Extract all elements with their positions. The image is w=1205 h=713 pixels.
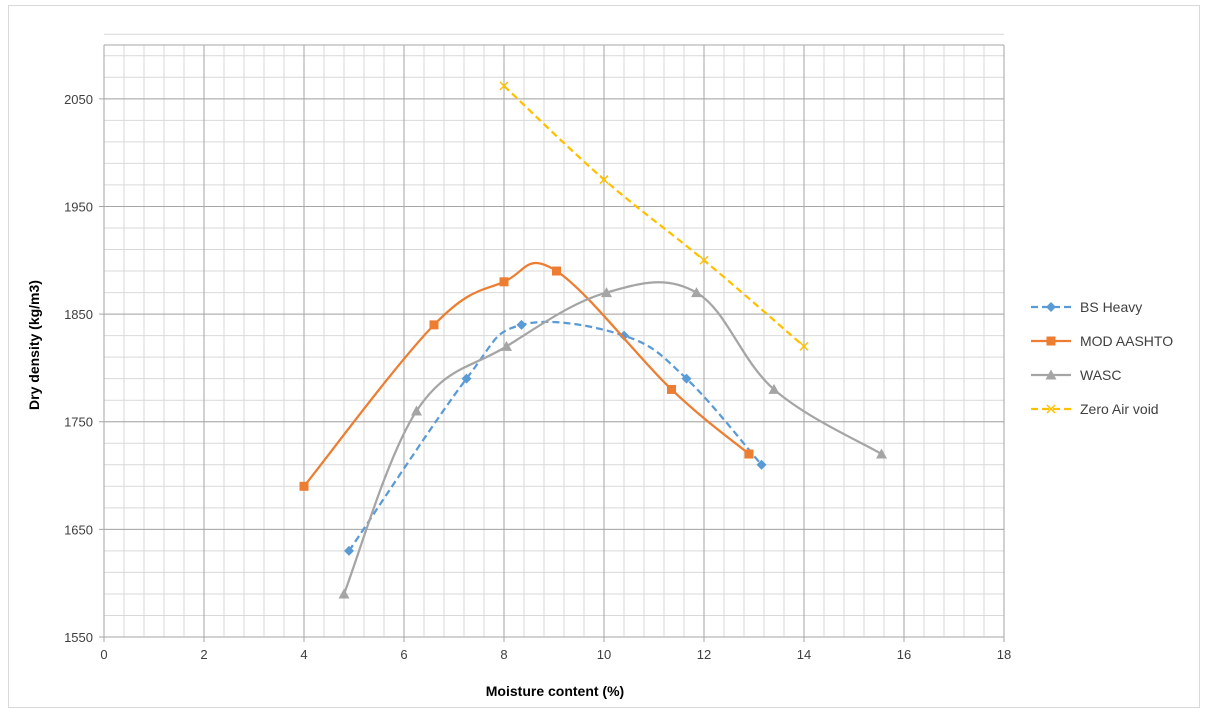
- data-point-wasc: [501, 340, 512, 351]
- data-point-wasc: [876, 448, 887, 459]
- y-tick-label: 1650: [64, 522, 93, 537]
- legend-item-mod-aashto: MOD AASHTO: [1031, 333, 1173, 349]
- y-tick-label: 1550: [64, 630, 93, 645]
- data-point-bs-heavy: [461, 373, 472, 384]
- legend-item-wasc: WASC: [1031, 367, 1121, 383]
- series-line-bs-heavy: [348, 320, 763, 552]
- y-tick-label: 2050: [64, 92, 93, 107]
- x-tick-label: 16: [897, 647, 911, 662]
- series-layer: [299, 81, 887, 599]
- data-point-bs-heavy: [756, 459, 767, 470]
- data-point-mod-aashto: [744, 449, 754, 459]
- data-point-wasc: [601, 287, 612, 298]
- series-line-mod-aashto: [303, 261, 750, 488]
- data-point-zero-air-void: [499, 81, 509, 91]
- x-tick-label: 4: [300, 647, 307, 662]
- data-point-mod-aashto: [552, 266, 561, 276]
- legend-marker: [1046, 336, 1056, 346]
- y-tick-label: 1950: [64, 199, 93, 214]
- series-line-zero-air-void: [503, 85, 805, 348]
- legend-label: WASC: [1080, 367, 1121, 383]
- x-tick-labels: 0 2 4 6 8 10 12 14 16 18: [100, 647, 1011, 662]
- data-point-mod-aashto: [429, 320, 439, 330]
- data-point-mod-aashto: [667, 384, 676, 394]
- x-tick-label: 6: [400, 647, 407, 662]
- data-point-bs-heavy: [619, 330, 629, 341]
- legend-label: Zero Air void: [1080, 401, 1159, 417]
- data-point-wasc: [768, 383, 780, 394]
- x-tick-label: 18: [997, 647, 1011, 662]
- data-point-bs-heavy: [516, 319, 527, 330]
- y-axis-title: Dry density (kg/m3): [26, 280, 42, 410]
- y-tick-labels: 1550 1650 1750 1850 1950 2050: [64, 92, 93, 645]
- data-point-mod-aashto: [299, 481, 309, 491]
- x-tick-label: 8: [500, 647, 507, 662]
- x-tick-label: 0: [100, 647, 107, 662]
- legend-marker: [1046, 404, 1056, 414]
- data-point-wasc: [691, 287, 702, 298]
- data-point-zero-air-void: [799, 341, 809, 351]
- series-mod-aashto: [299, 261, 754, 491]
- minor-grid: [103, 33, 1005, 638]
- y-tick-label: 1850: [64, 307, 93, 322]
- legend-item-zero-air-void: Zero Air void: [1031, 401, 1159, 417]
- y-tick-label: 1750: [64, 415, 93, 430]
- x-axis-title: Moisture content (%): [486, 683, 624, 699]
- data-point-bs-heavy: [344, 545, 354, 556]
- data-point-bs-heavy: [681, 373, 692, 384]
- x-tick-label: 2: [200, 647, 207, 662]
- x-tick-label: 14: [797, 647, 811, 662]
- legend-label: BS Heavy: [1080, 299, 1142, 315]
- data-point-wasc: [338, 588, 350, 599]
- x-tick-label: 10: [597, 647, 611, 662]
- x-tick-label: 12: [697, 647, 711, 662]
- major-grid: [99, 44, 1005, 642]
- legend-item-bs-heavy: BS Heavy: [1031, 299, 1142, 315]
- series-wasc: [338, 281, 887, 599]
- data-point-mod-aashto: [499, 277, 509, 287]
- series-zero-air-void: [499, 81, 809, 351]
- legend-label: MOD AASHTO: [1080, 333, 1173, 349]
- data-point-zero-air-void: [599, 175, 609, 185]
- legend-marker: [1046, 302, 1056, 312]
- legend: BS Heavy MOD AASHTO WASC Zero Air void: [1031, 299, 1173, 417]
- data-point-wasc: [411, 405, 422, 416]
- legend-marker: [1045, 369, 1057, 380]
- series-bs-heavy: [344, 319, 767, 556]
- data-point-zero-air-void: [699, 255, 709, 265]
